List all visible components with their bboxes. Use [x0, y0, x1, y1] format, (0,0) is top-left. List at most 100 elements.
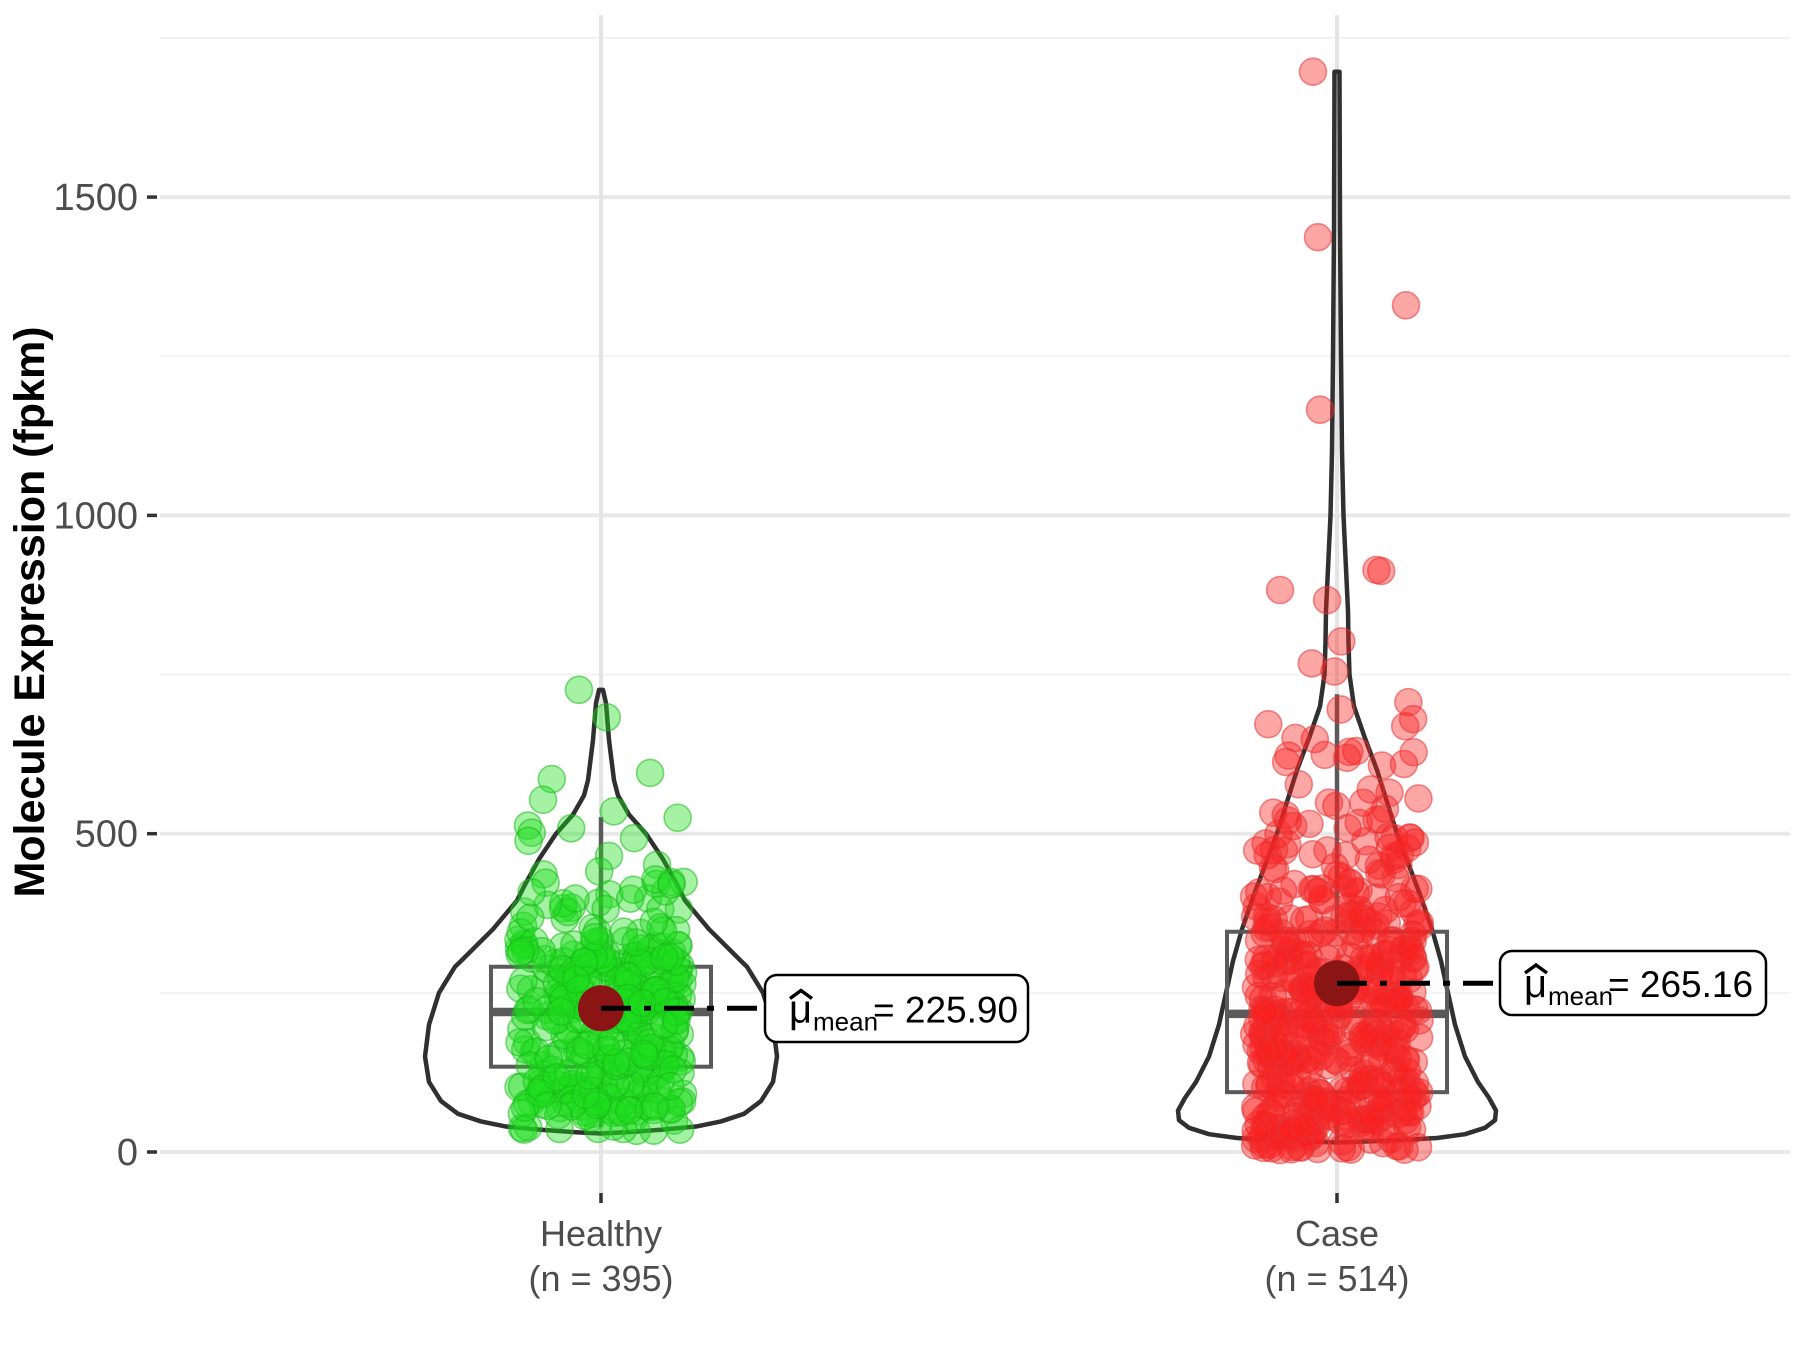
data-point [627, 988, 657, 1018]
data-point [1303, 1037, 1332, 1067]
data-point [619, 823, 649, 853]
data-point [1273, 806, 1303, 835]
data-point [527, 936, 557, 966]
data-point [655, 1071, 685, 1101]
axis-tick-marks [147, 195, 1339, 1203]
data-point [1389, 749, 1419, 779]
data-point [1355, 943, 1385, 972]
data-point [663, 803, 692, 833]
data-point [1313, 836, 1342, 865]
data-point [1303, 877, 1332, 907]
x-tick-label-name: Case [1295, 1213, 1379, 1254]
data-point [1364, 1085, 1394, 1114]
data-point [615, 1095, 644, 1125]
data-point [1308, 886, 1337, 915]
data-point [1295, 919, 1325, 949]
data-point [1258, 853, 1288, 882]
mean-labels: μ mean= 225.90μ mean= 265.16 [763, 949, 1768, 1044]
mean-label-box [763, 973, 1030, 1044]
data-point [641, 865, 670, 894]
data-point [1399, 737, 1428, 767]
mu-subscript: mean [1548, 981, 1613, 1011]
data-point [1327, 1127, 1357, 1156]
data-point [649, 943, 679, 972]
data-point [639, 1116, 669, 1145]
mu-hat-caret [788, 988, 814, 1000]
data-point [613, 962, 643, 991]
data-point [1394, 964, 1424, 994]
data-point [509, 1115, 539, 1144]
outlier-point [564, 675, 594, 705]
data-point [572, 1030, 602, 1060]
data-point [571, 1080, 600, 1110]
data-point [1398, 704, 1428, 734]
data-point [1278, 811, 1308, 841]
data-point [1253, 882, 1283, 912]
data-point [597, 1027, 626, 1057]
data-point [1242, 892, 1272, 921]
data-point [528, 785, 558, 815]
data-point [533, 1091, 562, 1121]
data-point [1280, 869, 1309, 899]
data-point [569, 947, 599, 977]
data-point [1253, 709, 1283, 739]
data-point [1310, 740, 1340, 770]
data-point [1394, 687, 1423, 717]
data-point [513, 995, 542, 1025]
data-point [1404, 874, 1433, 904]
y-tick-label: 1500 [53, 177, 138, 219]
data-point [1326, 695, 1355, 724]
data-point [1250, 997, 1280, 1027]
data-point [578, 913, 607, 943]
y-axis-title: Molecule Expression (fpkm) [6, 326, 54, 897]
data-point [592, 703, 622, 732]
data-point [1403, 1132, 1433, 1162]
data-point [594, 841, 624, 871]
data-point [1387, 1012, 1417, 1042]
data-point [1265, 575, 1295, 605]
data-point [1356, 1125, 1385, 1154]
data-point [599, 797, 629, 826]
data-point [1349, 788, 1378, 818]
data-point [1394, 1082, 1424, 1111]
data-point [1284, 770, 1314, 799]
data-point [1264, 1083, 1293, 1113]
data-point [1378, 925, 1407, 955]
x-tick-label-n: (n = 395) [528, 1258, 673, 1299]
data-point [1395, 934, 1425, 963]
data-point [1282, 1061, 1312, 1091]
mu-hat-caret [1523, 962, 1549, 975]
data-point [1252, 902, 1282, 932]
data-point [621, 928, 650, 957]
data-point [1278, 926, 1308, 956]
data-point [1241, 973, 1271, 1002]
data-point [575, 1061, 604, 1091]
data-point [1260, 943, 1290, 973]
data-point [1323, 860, 1352, 890]
data-point [1370, 895, 1400, 925]
x-tick-label-n: (n = 514) [1264, 1258, 1409, 1299]
data-point [1344, 876, 1373, 906]
data-point [1312, 585, 1342, 615]
data-point [505, 939, 535, 969]
data-point [639, 907, 669, 937]
x-tick-label-name: Healthy [540, 1213, 662, 1254]
mean-value-text: = 225.90 [873, 990, 1018, 1031]
y-tick-label: 1000 [53, 495, 138, 537]
data-point [1362, 555, 1391, 585]
data-point [1298, 1006, 1328, 1035]
data-point [561, 965, 591, 995]
data-point [1260, 854, 1290, 884]
data-point [1340, 930, 1370, 960]
data-point [582, 1090, 612, 1120]
data-point [1371, 1085, 1400, 1115]
data-point [1404, 1023, 1434, 1052]
y-tick-label: 0 [117, 1132, 138, 1174]
data-point [1241, 1116, 1270, 1146]
data-point [1327, 1075, 1356, 1105]
data-point [561, 884, 590, 913]
data-point [1391, 1045, 1421, 1074]
data-point [542, 1062, 571, 1092]
gridlines-major [160, 195, 1790, 1154]
